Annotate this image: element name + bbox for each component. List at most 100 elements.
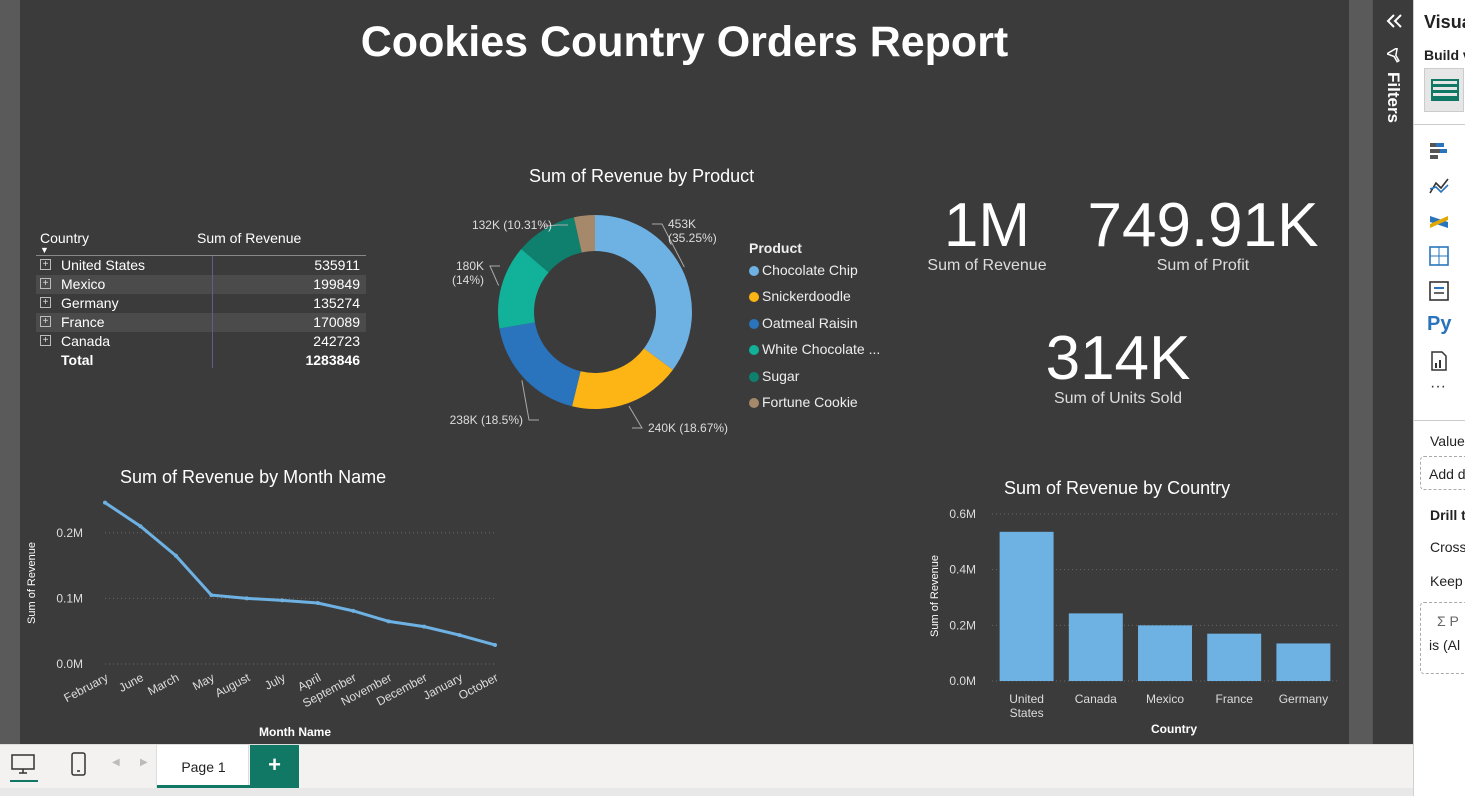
line-point[interactable] (457, 633, 462, 638)
desktop-view-icon[interactable] (10, 753, 36, 777)
visualizations-pane[interactable]: Visua Build v Py ··· Value Add d Drill t… (1413, 0, 1465, 796)
revenue-line-series[interactable] (104, 501, 496, 647)
donut-slice-fortune-cookie[interactable] (573, 215, 595, 253)
filters-label[interactable]: Filters (1384, 72, 1403, 124)
x-tick-label: August (213, 670, 253, 700)
matrix-visual-icon[interactable] (1428, 245, 1450, 267)
donut-slice-white-chocolate-macadamia-nut[interactable] (498, 248, 549, 329)
legend-item[interactable]: Sugar (749, 368, 799, 384)
line-point[interactable] (209, 593, 214, 598)
donut-slice-sugar[interactable] (521, 217, 582, 273)
ribbon-chart-icon[interactable] (1428, 210, 1450, 232)
legend-item[interactable]: Chocolate Chip (749, 262, 858, 278)
legend-item[interactable]: Snickerdoodle (749, 288, 851, 304)
line-chart-icon[interactable] (1428, 175, 1450, 197)
x-axis-title: Month Name (259, 725, 331, 739)
line-point[interactable] (386, 619, 391, 624)
legend-item[interactable]: White Chocolate ... (749, 341, 880, 357)
line-point[interactable] (244, 596, 249, 601)
legend-label: Fortune Cookie (762, 394, 858, 410)
expand-plus-icon[interactable]: + (40, 316, 51, 327)
line-point[interactable] (422, 624, 427, 629)
bar[interactable] (999, 531, 1054, 681)
pane-divider (1414, 124, 1465, 125)
country-revenue-table[interactable]: Country ▼ Sum of Revenue + United States… (36, 228, 366, 370)
more-visuals-icon[interactable]: ··· (1430, 378, 1446, 395)
line-point[interactable] (138, 524, 143, 529)
legend-dot (749, 292, 759, 303)
y-axis-title: Sum of Revenue (929, 555, 941, 637)
card-visual-icon[interactable] (1428, 280, 1450, 302)
sort-down-icon[interactable]: ▼ (40, 245, 49, 255)
bar[interactable] (1068, 613, 1123, 681)
table-row[interactable]: + France 170089 (36, 313, 366, 332)
kpi-card-revenue[interactable]: 1M Sum of Revenue (910, 195, 1064, 275)
x-axis-title: Country (1151, 722, 1197, 736)
kpi-card-units[interactable]: 314K Sum of Units Sold (1030, 328, 1206, 408)
selected-visual-tile[interactable] (1424, 68, 1464, 112)
line-point[interactable] (351, 608, 356, 613)
table-row[interactable]: + United States 535911 (36, 256, 366, 275)
expand-plus-icon[interactable]: + (40, 297, 51, 308)
next-page-icon[interactable]: ▶ (140, 757, 148, 768)
legend-label: White Chocolate ... (762, 341, 881, 358)
header-sum-of-revenue[interactable]: Sum of Revenue (197, 230, 302, 246)
filters-pane[interactable]: Filters (1372, 0, 1413, 744)
x-tick-label: October (456, 670, 500, 702)
bar[interactable] (1207, 633, 1262, 681)
line-point[interactable] (315, 600, 320, 605)
page-tab-page-1[interactable]: Page 1 (156, 745, 250, 789)
drill-field-well[interactable]: Σ P is (Al (1420, 602, 1465, 674)
table-row[interactable]: + Canada 242723 (36, 332, 366, 351)
mobile-view-icon[interactable] (70, 751, 88, 777)
line-point[interactable] (103, 500, 107, 505)
x-tick-label: July (262, 670, 287, 692)
header-country[interactable]: Country (40, 230, 90, 246)
bar[interactable] (1276, 643, 1331, 681)
revenue-by-product-donut[interactable]: 453K(35.25%) 240K (18.67%) 238K (18.5%) 180… (400, 200, 760, 450)
legend-dot (749, 266, 759, 276)
filter-funnel-icon (1387, 48, 1400, 63)
table-row[interactable]: + Germany 135274 (36, 294, 366, 313)
donut-slice-chocolate-chip[interactable] (595, 215, 692, 370)
pane-divider (1414, 420, 1465, 421)
donut-leader-line (521, 380, 539, 421)
donut-data-label: 453K (668, 217, 696, 231)
add-data-field-well[interactable]: Add d (1420, 456, 1465, 490)
prev-page-icon[interactable]: ◀ (112, 757, 120, 768)
values-label: Value (1430, 433, 1465, 449)
kpi-card-profit[interactable]: 749.91K Sum of Profit (1080, 195, 1326, 275)
donut-slice-snickerdoodle[interactable] (572, 348, 673, 409)
donut-leader-line (652, 223, 685, 268)
x-tick-label: France (1216, 692, 1254, 706)
active-view-indicator (10, 780, 38, 782)
legend-label: Chocolate Chip (762, 262, 858, 278)
stacked-bar-icon[interactable] (1428, 140, 1450, 162)
line-point[interactable] (493, 642, 497, 647)
legend-item[interactable]: Fortune Cookie (749, 394, 858, 410)
donut-data-label: 238K (18.5%) (450, 413, 523, 427)
collapse-chevrons-icon[interactable] (1385, 12, 1403, 30)
line-point[interactable] (280, 598, 285, 603)
bar[interactable] (1138, 625, 1192, 681)
legend-item[interactable]: Oatmeal Raisin (749, 315, 858, 331)
expand-plus-icon[interactable]: + (40, 259, 51, 270)
line-point[interactable] (173, 553, 178, 558)
donut-legend[interactable]: Chocolate Chip Snickerdoodle Oatmeal Raisi… (749, 262, 919, 422)
expand-plus-icon[interactable]: + (40, 278, 51, 289)
expand-plus-icon[interactable]: + (40, 335, 51, 346)
donut-slice-oatmeal-raisin[interactable] (499, 322, 581, 407)
table-row[interactable]: + Mexico 199849 (36, 275, 366, 294)
python-visual-icon[interactable]: Py (1427, 313, 1452, 335)
kpi-label: Sum of Revenue (927, 257, 1047, 274)
bar-chart-title: Sum of Revenue by Country (1004, 478, 1231, 498)
add-page-button[interactable]: + (250, 745, 299, 789)
legend-dot (749, 371, 759, 382)
donut-leader-line (628, 405, 643, 429)
x-tick-label: March (145, 670, 181, 698)
build-visual-label: Build v (1424, 47, 1465, 63)
y-tick-label: 0.1M (56, 591, 83, 605)
paginated-report-icon[interactable] (1428, 350, 1450, 372)
